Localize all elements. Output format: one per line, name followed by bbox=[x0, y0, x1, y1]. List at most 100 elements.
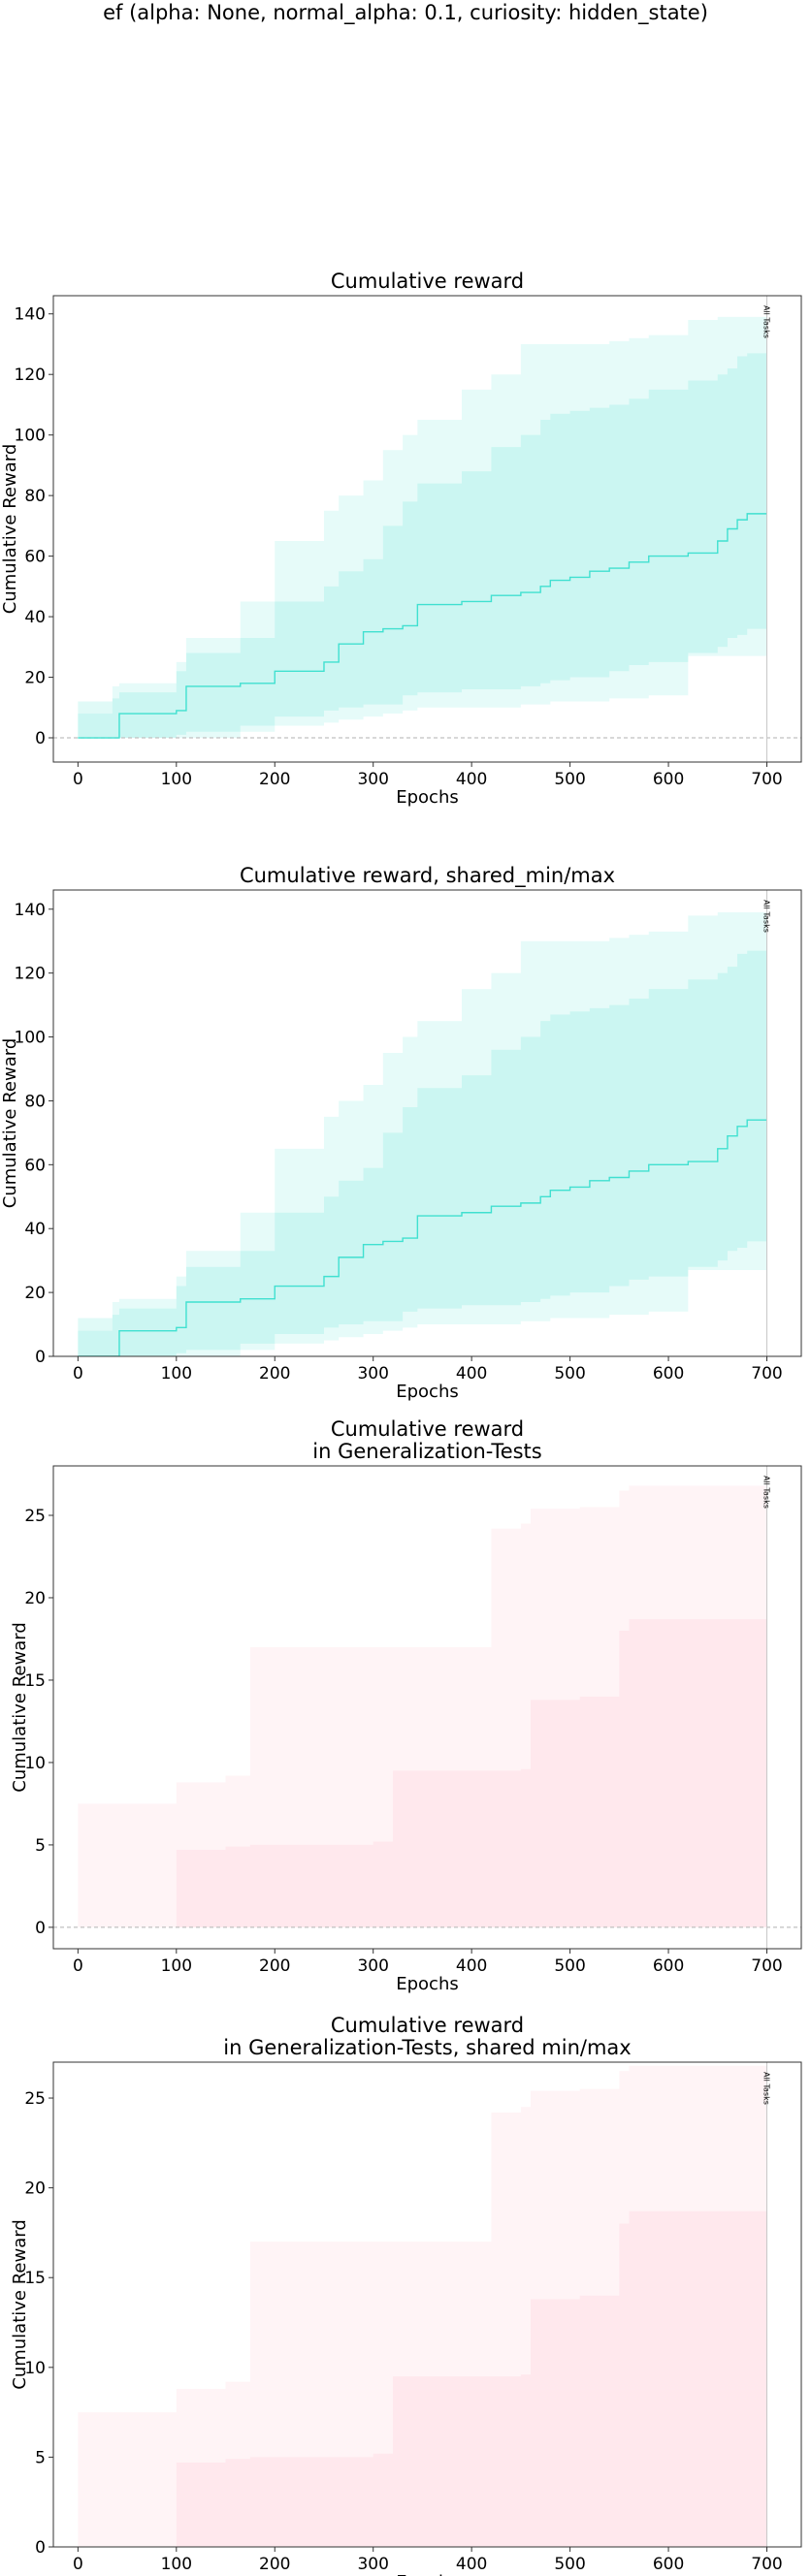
y-tick-label: 20 bbox=[24, 1589, 46, 1608]
y-tick-label: 20 bbox=[24, 1284, 46, 1303]
y-axis-label: Cumulative Reward bbox=[0, 1038, 20, 1209]
x-tick-label: 0 bbox=[73, 2555, 83, 2574]
y-tick-label: 140 bbox=[15, 901, 46, 920]
mean-reward-line bbox=[78, 513, 767, 739]
y-tick-label: 0 bbox=[35, 1919, 46, 1938]
plot-area bbox=[78, 912, 767, 1356]
y-tick-label: 25 bbox=[24, 2089, 46, 2109]
x-tick-label: 400 bbox=[456, 1956, 487, 1976]
x-tick-label: 700 bbox=[751, 1956, 782, 1976]
chart-title: Cumulative reward bbox=[331, 2014, 524, 2037]
x-tick-label: 600 bbox=[653, 2555, 684, 2574]
x-tick-label: 300 bbox=[357, 1956, 388, 1976]
y-tick-label: 100 bbox=[15, 1029, 46, 1048]
task-boundary-label: All Tasks bbox=[762, 305, 770, 338]
y-tick-label: 0 bbox=[35, 2538, 46, 2558]
minmax-band bbox=[78, 316, 767, 739]
x-tick-label: 500 bbox=[554, 1364, 585, 1383]
x-tick-label: 500 bbox=[554, 770, 585, 789]
figure-suptitle: ef (alpha: None, normal_alpha: 0.1, curi… bbox=[103, 1, 708, 24]
y-tick-label: 60 bbox=[24, 1156, 46, 1175]
x-tick-label: 100 bbox=[161, 770, 192, 789]
y-tick-label: 5 bbox=[35, 2448, 46, 2467]
plot-frame bbox=[52, 1465, 802, 1950]
chart-title: in Generalization-Tests bbox=[312, 1440, 541, 1463]
x-tick-label: 100 bbox=[161, 1364, 192, 1383]
x-tick-label: 600 bbox=[653, 1956, 684, 1976]
y-tick-label: 0 bbox=[35, 729, 46, 748]
chart-generalization-reward-svg: All Tasks 0 100 200 300 400 500 600 700 0 5 10 15 20 2… bbox=[10, 1417, 802, 1994]
x-tick-label: 700 bbox=[751, 2555, 782, 2574]
y-tick-label: 60 bbox=[24, 548, 46, 567]
y-tick-label: 15 bbox=[24, 1671, 46, 1691]
quantile-band bbox=[78, 2210, 767, 2547]
x-tick-label: 400 bbox=[456, 2555, 487, 2574]
plot-area bbox=[53, 1485, 801, 1928]
x-tick-label: 200 bbox=[259, 2555, 290, 2574]
y-tick-label: 40 bbox=[24, 1220, 46, 1239]
plot-frame bbox=[52, 889, 802, 1357]
task-boundary-label: All Tasks bbox=[762, 2072, 770, 2105]
chart-title: Cumulative reward bbox=[331, 1417, 524, 1441]
x-tick-label: 300 bbox=[357, 2555, 388, 2574]
y-tick-label: 10 bbox=[24, 2359, 46, 2378]
y-axis-label: Cumulative Reward bbox=[10, 2219, 30, 2390]
x-tick-label: 400 bbox=[456, 1364, 487, 1383]
chart-generalization-reward-shared: All Tasks 0 100 200 300 400 500 600 700 0 5 10 15 20 2… bbox=[0, 2007, 811, 2576]
minmax-band bbox=[78, 2065, 767, 2547]
x-tick-label: 100 bbox=[161, 2555, 192, 2574]
y-tick-label: 80 bbox=[24, 487, 46, 506]
y-tick-label: 40 bbox=[24, 608, 46, 627]
plot-area bbox=[53, 316, 801, 739]
x-axis-label: Epochs bbox=[396, 2572, 459, 2576]
chart-generalization-reward-shared-svg: All Tasks 0 100 200 300 400 500 600 700 0 5 10 15 20 2… bbox=[10, 2014, 802, 2576]
minmax-band bbox=[78, 912, 767, 1356]
x-tick-label: 200 bbox=[259, 1364, 290, 1383]
y-tick-label: 100 bbox=[15, 427, 46, 446]
chart-cumulative-reward: All Tasks 0 100 200 300 400 500 600 700 0 20 40 60 80… bbox=[0, 262, 811, 824]
y-tick-label: 20 bbox=[24, 2179, 46, 2199]
x-tick-label: 600 bbox=[653, 770, 684, 789]
mean-reward-line bbox=[78, 1119, 767, 1356]
x-axis-label: Epochs bbox=[396, 787, 459, 808]
x-tick-label: 200 bbox=[259, 770, 290, 789]
y-tick-label: 15 bbox=[24, 2269, 46, 2288]
task-boundary-label: All Tasks bbox=[762, 1476, 770, 1509]
x-tick-label: 700 bbox=[751, 1364, 782, 1383]
task-boundary-label: All Tasks bbox=[762, 900, 770, 933]
plot-frame bbox=[52, 2061, 802, 2548]
chart-title: Cumulative reward, shared_min/max bbox=[240, 864, 615, 888]
y-tick-label: 120 bbox=[15, 366, 46, 385]
minmax-band bbox=[78, 1485, 767, 1927]
x-axis-label: Epochs bbox=[396, 1974, 459, 1994]
chart-title: Cumulative reward bbox=[331, 270, 524, 293]
y-tick-label: 140 bbox=[15, 305, 46, 325]
chart-title: in Generalization-Tests, shared min/max bbox=[223, 2036, 631, 2059]
x-tick-label: 0 bbox=[73, 1956, 83, 1976]
x-tick-label: 500 bbox=[554, 1956, 585, 1976]
plot-frame bbox=[52, 295, 802, 763]
quantile-band bbox=[78, 950, 767, 1356]
chart-cumulative-reward-shared-svg: All Tasks 0 100 200 300 400 500 600 700 0 20 40 60 80… bbox=[0, 864, 802, 1402]
chart-cumulative-reward-svg: All Tasks 0 100 200 300 400 500 600 700 0 20 40 60 80… bbox=[0, 270, 802, 808]
y-axis-label: Cumulative Reward bbox=[10, 1622, 30, 1793]
x-tick-label: 700 bbox=[751, 770, 782, 789]
y-tick-label: 10 bbox=[24, 1754, 46, 1773]
chart-cumulative-reward-shared: All Tasks 0 100 200 300 400 500 600 700 0 20 40 60 80… bbox=[0, 851, 811, 1414]
y-tick-label: 5 bbox=[35, 1836, 46, 1856]
x-tick-label: 400 bbox=[456, 770, 487, 789]
x-tick-label: 500 bbox=[554, 2555, 585, 2574]
y-tick-label: 120 bbox=[15, 965, 46, 984]
plot-area bbox=[78, 2065, 767, 2547]
x-tick-label: 100 bbox=[161, 1956, 192, 1976]
y-tick-label: 80 bbox=[24, 1092, 46, 1111]
chart-generalization-reward: All Tasks 0 100 200 300 400 500 600 700 0 5 10 15 20 2… bbox=[0, 1415, 811, 1997]
y-tick-label: 20 bbox=[24, 669, 46, 688]
y-tick-label: 25 bbox=[24, 1507, 46, 1526]
x-axis-label: Epochs bbox=[396, 1382, 459, 1402]
x-tick-label: 0 bbox=[73, 770, 83, 789]
quantile-band bbox=[78, 353, 767, 739]
x-tick-label: 0 bbox=[73, 1364, 83, 1383]
x-tick-label: 200 bbox=[259, 1956, 290, 1976]
x-tick-label: 300 bbox=[357, 1364, 388, 1383]
